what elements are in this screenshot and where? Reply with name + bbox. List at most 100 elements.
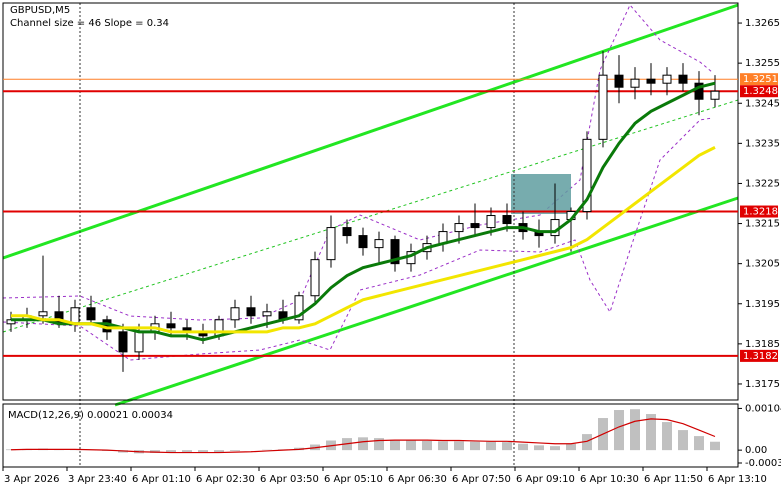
macd-bar [374, 438, 384, 451]
macd-bar [486, 441, 496, 451]
x-tick-label: 6 Apr 09:10 [516, 474, 575, 485]
candle-body [342, 227, 352, 237]
candle-body [662, 74, 672, 84]
price-level-tag [740, 205, 778, 218]
candle-body [374, 239, 384, 249]
price-level-label: 1.3218 [743, 207, 778, 218]
candle-body [358, 235, 368, 249]
candle-body [454, 223, 464, 233]
x-tick-label: 3 Apr 2026 [4, 474, 59, 485]
macd-bar [582, 434, 592, 451]
price-level-tag [740, 85, 778, 98]
x-tick-label: 3 Apr 23:40 [68, 474, 127, 485]
candle-body [678, 74, 688, 84]
macd-title: MACD(12,26,9) 0.00021 0.00034 [8, 410, 173, 421]
y-tick-label: 1.3255 [745, 58, 780, 69]
decorations [2, 3, 739, 467]
y-tick-label: 1.3185 [745, 339, 780, 350]
candle-body [134, 331, 144, 353]
x-tick-label: 6 Apr 05:10 [324, 474, 383, 485]
candle-body [630, 78, 640, 88]
candle-body [70, 307, 80, 325]
chart-subtitle: Channel size = 46 Slope = 0.34 [10, 18, 169, 29]
y-tick-label: 1.3225 [745, 178, 780, 189]
macd-tick-label: 0.00104 [745, 403, 781, 414]
candle-body [262, 311, 272, 317]
x-tick-label: 6 Apr 02:30 [196, 474, 255, 485]
channel-middle [2, 99, 739, 333]
candle-body [486, 215, 496, 229]
candle-body [118, 331, 128, 353]
macd-bar [518, 443, 528, 451]
signal-box [511, 174, 571, 214]
candle-body [326, 227, 336, 261]
macd-bar [166, 450, 176, 453]
macd-pane-frame [2, 403, 739, 468]
candle-body [550, 219, 560, 237]
macd-bar [630, 409, 640, 451]
candle-body [470, 223, 480, 229]
macd-bar [646, 414, 656, 451]
macd-bar [406, 440, 416, 451]
y-tick-label: 1.3215 [745, 219, 780, 230]
chart-title: GBPUSD,M5 [10, 5, 70, 16]
macd-bar [694, 436, 704, 451]
y-tick-label: 1.3175 [745, 379, 780, 390]
y-tick-label: 1.3235 [745, 138, 780, 149]
y-tick-label: 1.3265 [745, 18, 780, 29]
macd-bar [470, 441, 480, 451]
macd-bar [550, 446, 560, 451]
x-tick-label: 6 Apr 03:50 [260, 474, 319, 485]
macd-bar [214, 450, 224, 453]
macd-bar [198, 450, 208, 453]
candle-body [646, 78, 656, 84]
macd-bar [422, 440, 432, 451]
channel-lower [114, 196, 739, 407]
price-level-tag [740, 73, 778, 86]
x-tick-label: 6 Apr 01:10 [132, 474, 191, 485]
price-level-label: 1.3248 [743, 86, 778, 97]
macd-bar [6, 449, 16, 451]
macd-tick-label: -0.00032 [745, 458, 781, 469]
macd-bar [358, 437, 368, 451]
x-tick-label: 6 Apr 10:30 [580, 474, 639, 485]
macd-bar [502, 442, 512, 451]
candle-body [38, 311, 48, 317]
x-tick-label: 6 Apr 11:50 [644, 474, 703, 485]
candle-body [502, 215, 512, 225]
macd-bar [390, 439, 400, 451]
x-tick-label: 6 Apr 13:10 [708, 474, 767, 485]
macd-bar [534, 445, 544, 451]
candle-body [166, 323, 176, 329]
macd-bar [438, 441, 448, 451]
channel-upper [2, 3, 739, 260]
price-pane-frame [2, 2, 739, 401]
y-tick-label: 1.3245 [745, 98, 780, 109]
price-level-label: 1.3251 [743, 74, 778, 85]
macd-bar [182, 450, 192, 453]
macd-tick-label: 0.00 [745, 445, 767, 456]
candle-body [86, 307, 96, 321]
candle-body [614, 74, 624, 88]
x-tick-label: 6 Apr 06:30 [388, 474, 447, 485]
macd-bar [710, 441, 720, 451]
y-tick-label: 1.3205 [745, 259, 780, 270]
candle-body [390, 239, 400, 265]
macd-bar [150, 450, 160, 453]
candle-body [294, 295, 304, 321]
band-lower [2, 117, 713, 361]
candle-body [710, 90, 720, 100]
moving-average [11, 146, 716, 334]
price-level-tag [740, 349, 778, 362]
candle-body [310, 259, 320, 297]
macd-bar [230, 450, 240, 451]
macd-bar [566, 443, 576, 451]
macd-signal [10, 418, 716, 454]
candle-body [246, 307, 256, 317]
candle-body [214, 319, 224, 337]
candle-body [230, 307, 240, 321]
macd-bar [454, 441, 464, 451]
x-tick-label: 6 Apr 07:50 [452, 474, 511, 485]
macd-bar [662, 422, 672, 451]
